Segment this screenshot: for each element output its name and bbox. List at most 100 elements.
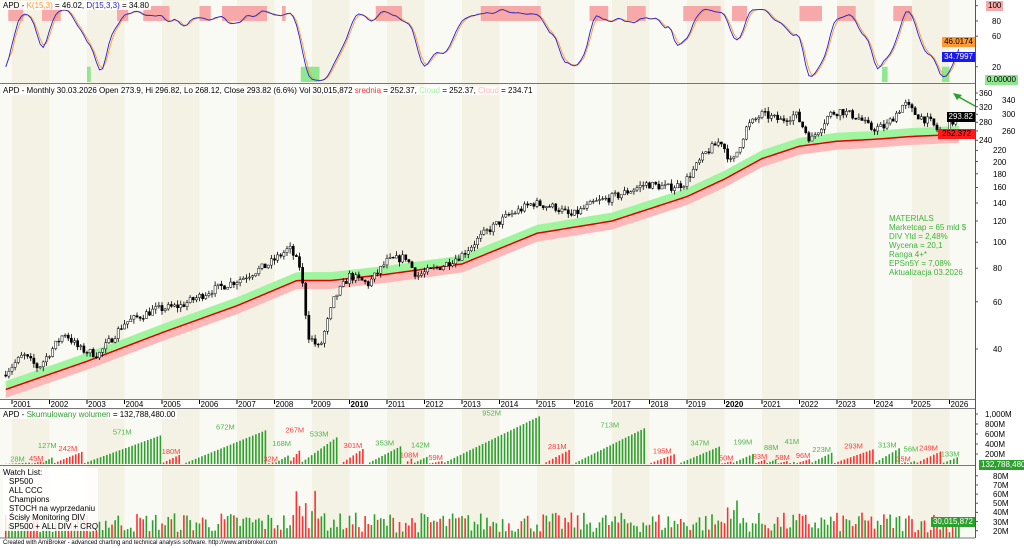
volume-bar (486, 517, 488, 538)
cumvol-bar (399, 446, 402, 464)
cumvol-axis-label: 600M (985, 430, 1006, 439)
cloud-up-value: = 252.37, (439, 86, 479, 95)
cumvol-bar (65, 457, 68, 464)
watch-list-item[interactable]: SP500 (9, 477, 34, 486)
candle-body (345, 281, 348, 284)
candle-body (254, 273, 258, 277)
cumvol-bar (919, 460, 922, 464)
volume-bar (658, 514, 660, 538)
candle-body (795, 111, 798, 116)
volume-bar (733, 510, 735, 538)
year-label: 2019 (688, 400, 706, 409)
cloud-down-label: Cloud (478, 86, 499, 95)
volume-bar (689, 530, 691, 538)
candle-body (438, 267, 442, 270)
volume-bar (308, 528, 310, 538)
cumvol-bar (204, 454, 206, 464)
volume-bar (167, 516, 170, 538)
candle-body (379, 266, 383, 274)
cumvol-bar (561, 453, 564, 464)
cumvol-bar (137, 443, 140, 464)
volume-bar (614, 516, 616, 538)
volume-bar (539, 531, 541, 538)
cumvol-bar (342, 461, 345, 464)
volume-bar (908, 515, 910, 538)
candle-body (707, 151, 711, 154)
cumvol-bar (683, 461, 686, 464)
candle-body (245, 277, 248, 280)
candle-body (113, 338, 117, 343)
volume-bar (711, 514, 713, 538)
cumvol-bar (885, 456, 887, 464)
candle-body (520, 208, 523, 212)
cumvol-axis-label: 200M (985, 450, 1006, 459)
volume-bar (564, 517, 566, 538)
stoch-overbought-zone (799, 6, 822, 21)
cumvol-bar (726, 462, 729, 464)
candle-body (101, 348, 104, 353)
year-band (837, 409, 875, 466)
price-axis-label: 80 (993, 264, 1002, 274)
cumvol-label: 293M (844, 441, 863, 450)
candle-body (757, 117, 761, 120)
cumvol-bar (77, 453, 80, 464)
candle-body (729, 158, 733, 160)
ma-label: srednia (354, 86, 382, 95)
cumvol-bar (481, 444, 484, 464)
cumvol-header: APD - Skumulowany wolumen = 132,788,480.… (1, 410, 178, 419)
cumvol-bar (229, 444, 232, 464)
volume-bar (817, 528, 820, 538)
info-valuation: Wycena = 20,1 (889, 241, 943, 250)
year-band (612, 84, 650, 399)
year-label: 2013 (463, 400, 481, 409)
candle-body (16, 357, 20, 363)
volume-bar (67, 525, 70, 538)
cumvol-bar (724, 462, 726, 464)
stoch-d-label: D(15,3,3) (86, 1, 120, 10)
volume-bar (576, 515, 579, 538)
year-band (462, 409, 500, 466)
cumvol-label: 249M (919, 444, 938, 453)
cumvol-label: 50M (719, 454, 734, 463)
watch-list-item[interactable]: Ścisły Monitoring DIV (9, 513, 86, 522)
candle-body (701, 153, 704, 161)
candle-body (454, 258, 458, 264)
watch-list-item[interactable]: ALL CCC (9, 486, 43, 495)
volume-bar (326, 530, 329, 538)
candle-body (832, 111, 836, 115)
volume-bar (745, 522, 748, 538)
volume-bar (448, 518, 451, 538)
candle-body (207, 293, 211, 296)
volume-bar (298, 505, 301, 538)
volume-bar (461, 516, 463, 538)
candle-body (479, 233, 483, 239)
watch-list-item[interactable]: Champions (9, 495, 50, 504)
cumvol-bar (718, 446, 720, 464)
year-band (574, 409, 612, 466)
volume-bar (114, 520, 116, 538)
cumvol-bar (742, 458, 745, 464)
candle-body (173, 304, 176, 307)
price-axis-label: 160 (993, 183, 1007, 193)
candle-body (88, 349, 92, 354)
volume-bar (598, 522, 601, 538)
info-eps-growth: EPSn5Y = 7,08% (889, 259, 951, 268)
cumvol-label: 533M (310, 429, 329, 438)
candle-body (770, 115, 773, 119)
cumvol-bar (45, 460, 48, 464)
volume-bar (648, 524, 651, 538)
cumvol-bar (872, 449, 874, 464)
watch-list-item[interactable]: SP500 + ALL DIV + CRQ (9, 522, 99, 531)
volume-bar (551, 513, 554, 538)
stoch-zero-tag: 0.00000 (985, 75, 1018, 85)
volume-bar (692, 524, 695, 538)
watch-list-item[interactable]: STOCH na wyprzedaniu (9, 504, 96, 513)
cumvol-bar (326, 444, 329, 464)
cumvol-bar (484, 442, 487, 464)
candle-body (316, 343, 320, 346)
cumvol-bar (837, 461, 839, 464)
year-band (762, 84, 800, 399)
ma-price-tag: 252.372 (938, 129, 975, 140)
volume-bar (495, 523, 498, 538)
price-axis-label: 60 (993, 297, 1002, 307)
